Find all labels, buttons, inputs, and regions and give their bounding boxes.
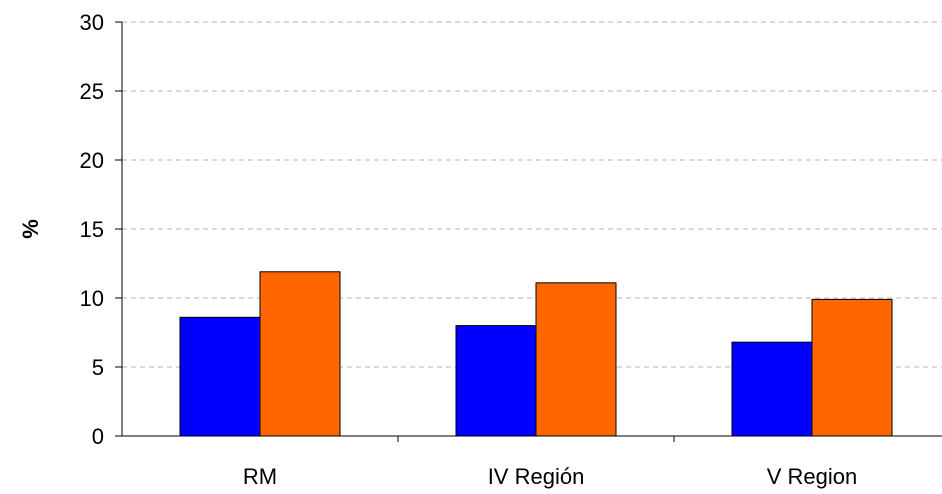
y-tick-label: 5: [92, 355, 104, 380]
y-ticks: 0 5 10 15 20 25 30: [80, 10, 122, 449]
x-category-label: V Region: [767, 464, 858, 489]
y-tick-label: 0: [92, 424, 104, 449]
y-tick-label: 25: [80, 79, 104, 104]
bar-series-1: [731, 341, 813, 437]
bars: [179, 271, 893, 437]
bar-series-1: [179, 316, 261, 437]
bar-series-1: [455, 325, 537, 437]
x-category-label: IV Región: [488, 464, 585, 489]
y-tick-label: 30: [80, 10, 104, 35]
y-tick-label: 10: [80, 286, 104, 311]
bar-series-2: [259, 271, 341, 437]
bar-series-2: [535, 282, 617, 437]
bar-series-2: [811, 298, 893, 437]
x-category-label: RM: [243, 464, 277, 489]
x-categories: RM IV Región V Region: [243, 436, 857, 489]
y-tick-label: 15: [80, 217, 104, 242]
y-axis-title: %: [18, 219, 43, 239]
y-tick-label: 20: [80, 148, 104, 173]
